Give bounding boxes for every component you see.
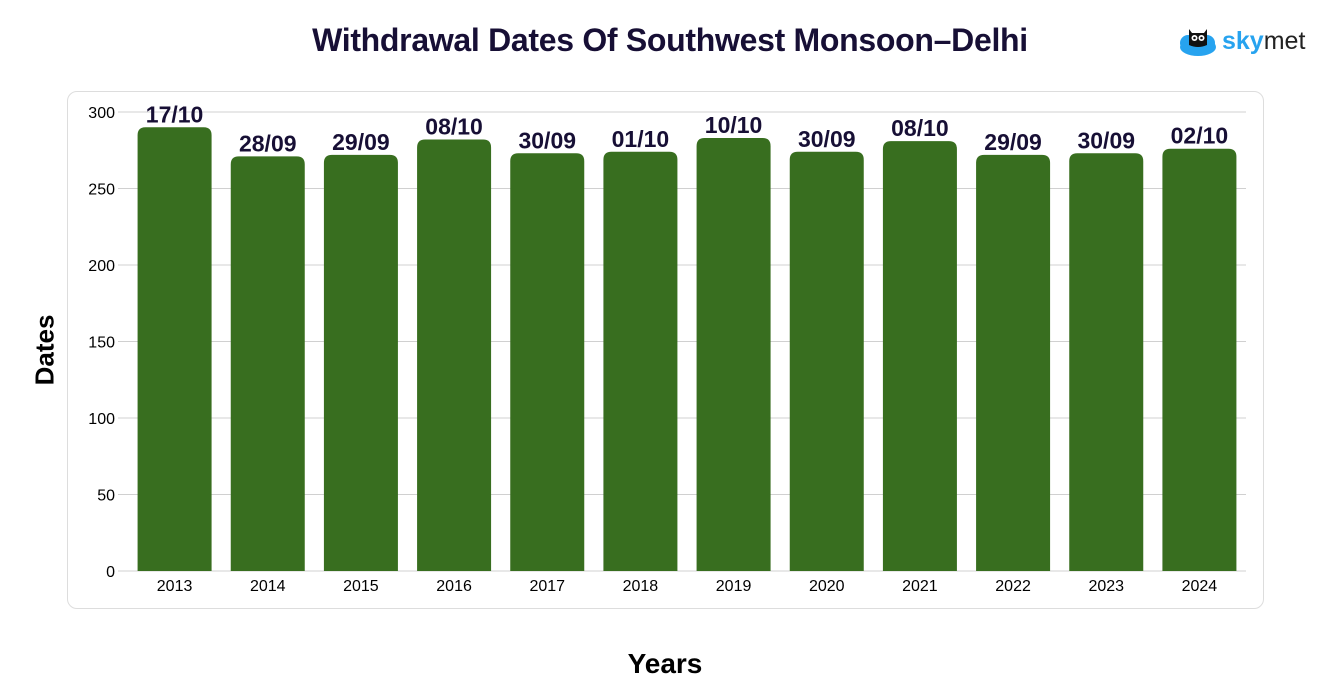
data-label: 17/10 [146,101,204,127]
x-tick-label: 2019 [716,578,752,595]
data-label: 28/09 [239,130,297,156]
y-tick-label: 50 [97,488,115,505]
y-tick-label: 200 [88,258,115,275]
data-label: 08/10 [425,114,483,140]
x-tick-label: 2022 [995,578,1031,595]
x-tick-label: 2014 [250,578,286,595]
x-tick-label: 2015 [343,578,379,595]
x-tick-label: 2018 [623,578,659,595]
x-tick-label: 2020 [809,578,845,595]
data-label: 02/10 [1171,123,1229,149]
bar [323,154,398,571]
y-tick-label: 0 [106,564,115,581]
bar [603,151,678,571]
data-label: 01/10 [612,126,670,152]
y-tick-label: 300 [88,105,115,122]
bar [789,151,864,571]
x-tick-label: 2017 [529,578,565,595]
bar [1162,148,1237,571]
bar [230,156,305,571]
bar [882,141,957,571]
x-tick-label: 2021 [902,578,938,595]
skymet-logo: skymet [1178,25,1305,57]
plot-frame [67,91,1264,609]
data-label: 30/09 [798,126,856,152]
x-tick-label: 2016 [436,578,472,595]
y-axis-label: Dates [29,314,60,386]
y-tick-label: 250 [88,182,115,199]
y-tick-label: 100 [88,411,115,428]
bar [137,127,212,572]
logo-text: skymet [1222,26,1306,55]
data-label: 30/09 [518,127,576,153]
data-label: 30/09 [1077,127,1135,153]
y-tick-label: 150 [88,335,115,352]
data-label: 08/10 [891,115,949,141]
data-label: 29/09 [984,129,1042,155]
bar [417,139,492,572]
x-tick-label: 2024 [1182,578,1218,595]
chart-title: Withdrawal Dates Of Southwest Monsoon–De… [312,22,1028,58]
data-label: 10/10 [705,112,763,138]
x-tick-label: 2023 [1088,578,1124,595]
owl-cloud-icon [1180,29,1216,56]
data-label: 29/09 [332,129,390,155]
x-axis-label: Years [627,648,703,679]
bar [1069,153,1144,571]
bar [510,153,585,571]
x-tick-label: 2013 [157,578,193,595]
bar [696,138,771,571]
bar [976,154,1051,571]
